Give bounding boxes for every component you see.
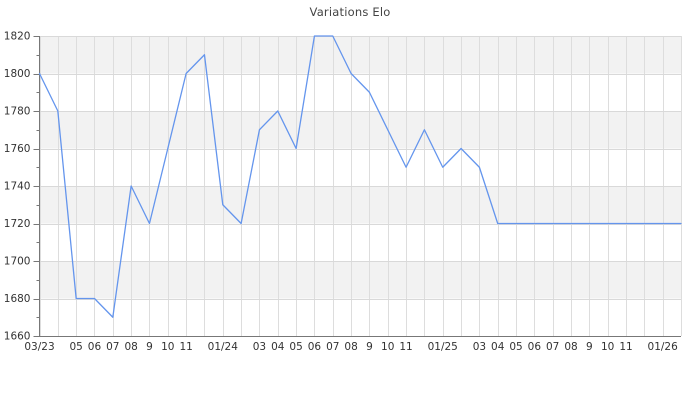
x-tick-label: 01/24 [208,341,239,353]
x-tick-label: 03 [253,341,266,353]
y-axis-ticks [33,36,40,337]
chart-title: Variations Elo [309,5,391,19]
y-tick-label: 1760 [4,143,31,155]
y-tick-label: 1720 [4,218,31,230]
x-tick-label: 08 [344,341,357,353]
x-tick-label: 07 [546,341,559,353]
y-tick-label: 1820 [4,31,31,43]
x-tick-label: 08 [124,341,137,353]
x-tick-label: 04 [271,341,285,353]
x-tick-label: 08 [564,341,577,353]
x-tick-label: 05 [509,341,522,353]
x-tick-label: 01/26 [648,341,679,353]
elo-series-line [38,35,682,318]
x-tick-label: 03 [473,341,486,353]
y-tick-label: 1700 [4,256,31,268]
x-tick-label: 06 [308,341,322,353]
x-tick-label: 9 [586,341,593,353]
y-axis-labels: 1660 1680 1700 1720 1740 1760 1780 1800 1820 [4,31,31,343]
y-tick-label: 1680 [4,293,31,305]
x-tick-label: 04 [491,341,505,353]
x-tick-label: 07 [326,341,339,353]
x-tick-label: 06 [88,341,102,353]
x-tick-label: 05 [289,341,302,353]
x-tick-label: 07 [106,341,119,353]
y-tick-label: 1740 [4,181,31,193]
x-tick-label: 9 [366,341,373,353]
x-axis-labels: 03/23 05 06 07 08 9 10 11 01/24 03 04 05 06 07 08 9 10 11… [24,341,678,353]
x-tick-label: 10 [601,341,614,353]
y-tick-label: 1800 [4,68,31,80]
x-tick-label: 9 [146,341,153,353]
x-tick-label: 11 [179,341,192,353]
x-tick-label: 11 [619,341,632,353]
y-tick-label: 1660 [4,331,31,343]
background-bands [39,36,681,299]
x-tick-label: 11 [399,341,412,353]
y-tick-label: 1780 [4,106,31,118]
x-tick-label: 06 [528,341,542,353]
x-tick-label: 03/23 [24,341,54,353]
x-tick-label: 10 [161,341,174,353]
x-tick-label: 10 [381,341,394,353]
x-tick-label: 01/25 [428,341,458,353]
x-tick-label: 05 [69,341,82,353]
